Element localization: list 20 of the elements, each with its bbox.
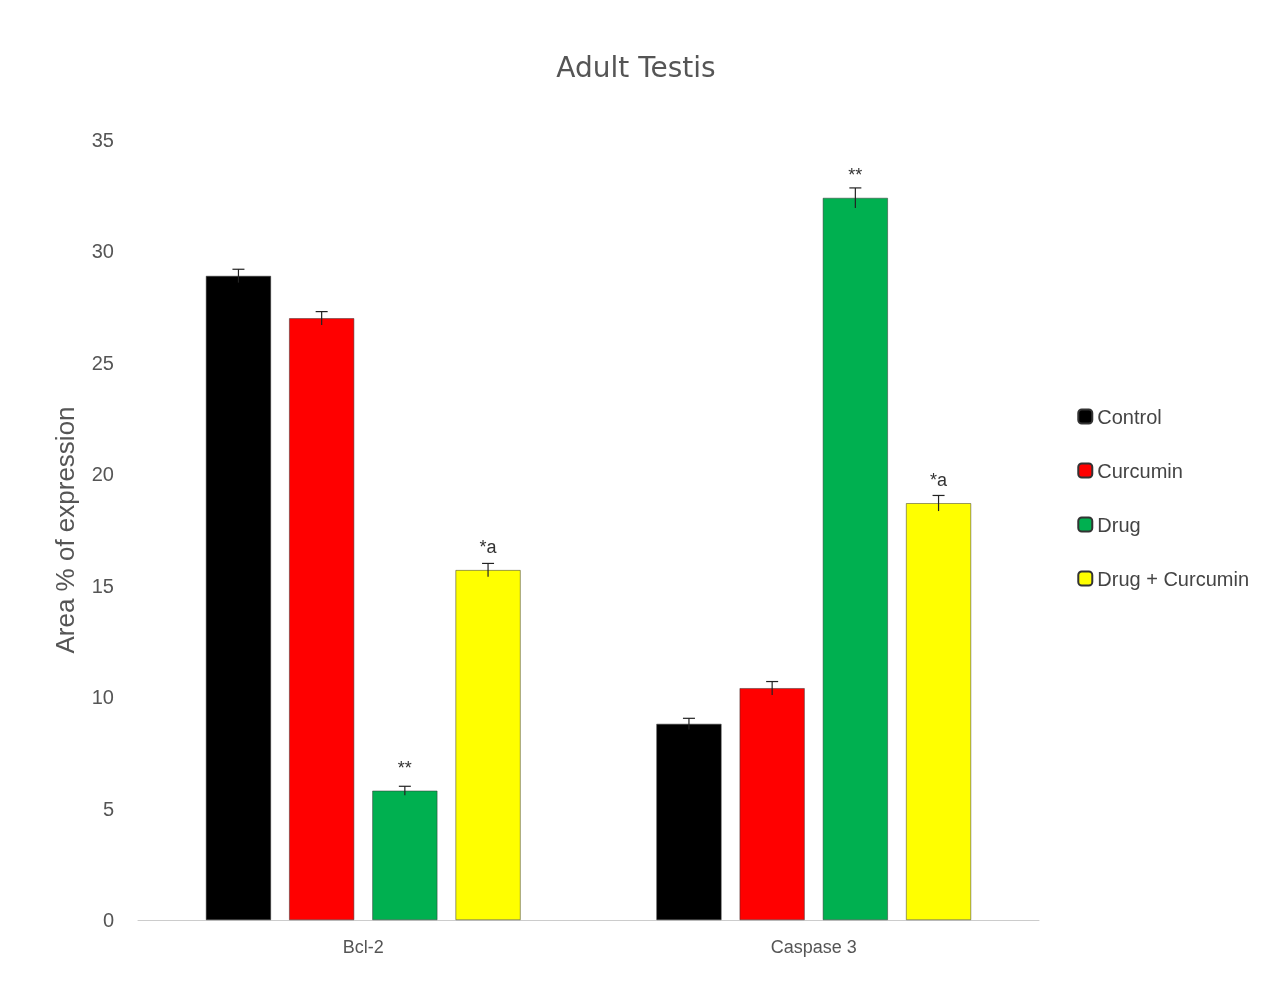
y-axis-title: Area % of expression bbox=[50, 406, 80, 654]
data-label: *a bbox=[479, 537, 498, 558]
x-tick-label: Bcl-2 bbox=[342, 937, 384, 957]
chart-title: Adult Testis bbox=[556, 50, 716, 84]
y-tick-label: 15 bbox=[91, 574, 114, 597]
y-tick-label: 10 bbox=[91, 686, 114, 709]
data-label: ** bbox=[397, 757, 412, 778]
y-tick-label: 0 bbox=[102, 909, 114, 931]
data-label: ** bbox=[848, 164, 863, 185]
y-tick-label: 35 bbox=[91, 129, 114, 151]
y-tick-label: 5 bbox=[102, 797, 114, 820]
legend-label: Drug + Curcumin bbox=[1097, 567, 1249, 590]
data-label: *a bbox=[930, 470, 949, 491]
y-tick-label: 30 bbox=[91, 240, 114, 263]
legend-label: Curcumin bbox=[1097, 459, 1183, 482]
x-tick-label: Caspase 3 bbox=[770, 937, 857, 957]
legend-label: Drug bbox=[1097, 513, 1141, 536]
legend-label: Control bbox=[1097, 405, 1162, 428]
y-tick-label: 25 bbox=[91, 351, 114, 374]
y-tick-label: 20 bbox=[91, 463, 114, 486]
